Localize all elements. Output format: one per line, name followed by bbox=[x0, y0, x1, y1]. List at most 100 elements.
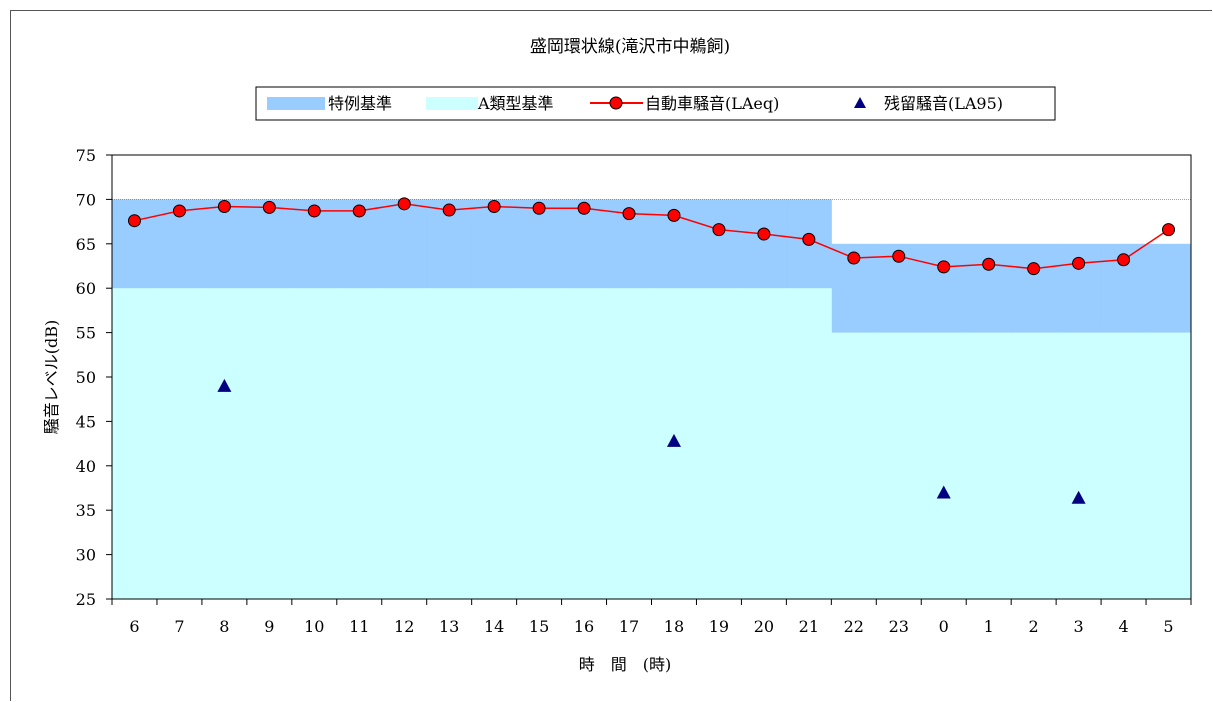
point-laeq bbox=[1162, 223, 1176, 237]
x-tick-label: 3 bbox=[1074, 617, 1084, 636]
legend-swatch-a-standard bbox=[426, 97, 478, 110]
x-tick-label: 23 bbox=[889, 617, 909, 636]
y-tick-label: 70 bbox=[76, 190, 96, 209]
y-tick-label: 25 bbox=[76, 590, 96, 609]
band-a-standard bbox=[786, 288, 832, 599]
point-laeq bbox=[532, 201, 546, 215]
x-tick-label: 14 bbox=[484, 617, 504, 636]
legend-marker-la95 bbox=[854, 97, 866, 108]
y-tick-label: 55 bbox=[76, 324, 96, 343]
chart-title: 盛岡環状線(滝沢市中鵜飼) bbox=[530, 37, 730, 57]
legend: 特例基準 A類型基準 自動車騒音(LAeq) 残留騒音(LA95) bbox=[255, 86, 1056, 121]
y-tick-label: 45 bbox=[76, 412, 96, 431]
point-laeq bbox=[262, 200, 276, 214]
band-a-standard bbox=[561, 288, 608, 599]
band-a-standard bbox=[1056, 332, 1102, 599]
x-tick-label: 20 bbox=[754, 617, 774, 636]
band-a-standard bbox=[201, 288, 248, 599]
point-laeq bbox=[1027, 262, 1041, 276]
point-laeq bbox=[577, 201, 591, 215]
band-a-standard bbox=[471, 288, 518, 599]
band-a-standard bbox=[381, 288, 428, 599]
band-a-standard bbox=[1101, 332, 1147, 599]
x-tick-label: 19 bbox=[709, 617, 729, 636]
band-a-standard bbox=[741, 288, 787, 599]
legend-swatch-special-standard bbox=[267, 97, 325, 110]
point-laeq bbox=[127, 214, 141, 228]
x-tick-label: 11 bbox=[349, 617, 369, 636]
x-tick-label: 16 bbox=[574, 617, 594, 636]
x-axis-label: 時 間 (時) bbox=[579, 655, 672, 674]
point-la95 bbox=[936, 485, 951, 499]
x-tick-label: 4 bbox=[1118, 617, 1128, 636]
x-tick-label: 22 bbox=[844, 617, 864, 636]
band-a-standard bbox=[876, 332, 922, 599]
x-tick-label: 15 bbox=[529, 617, 549, 636]
x-tick-label: 6 bbox=[129, 617, 139, 636]
y-tick-label: 50 bbox=[76, 368, 96, 387]
y-tick-label: 75 bbox=[76, 146, 96, 165]
point-laeq bbox=[172, 204, 186, 218]
y-tick-label: 30 bbox=[76, 546, 96, 565]
y-tick-label: 60 bbox=[76, 279, 96, 298]
legend-label-laeq: 自動車騒音(LAeq) bbox=[645, 94, 779, 113]
point-laeq bbox=[937, 260, 951, 274]
point-laeq bbox=[397, 197, 411, 211]
point-laeq bbox=[757, 227, 771, 241]
chart-frame bbox=[10, 10, 1212, 701]
legend-box bbox=[255, 86, 1056, 121]
x-tick-label: 1 bbox=[984, 617, 994, 636]
point-laeq bbox=[622, 207, 636, 221]
point-laeq bbox=[217, 200, 231, 214]
point-laeq bbox=[1117, 253, 1131, 267]
y-tick-label: 40 bbox=[76, 457, 96, 476]
x-tick-label: 9 bbox=[264, 617, 274, 636]
band-a-standard bbox=[606, 288, 652, 599]
band-a-standard bbox=[966, 332, 1012, 599]
band-a-standard bbox=[516, 288, 563, 599]
point-la95 bbox=[666, 433, 681, 447]
point-laeq bbox=[667, 208, 681, 222]
band-a-standard bbox=[921, 332, 967, 599]
band-a-standard bbox=[426, 288, 473, 599]
point-la95 bbox=[1071, 490, 1086, 504]
legend-marker-laeq bbox=[609, 96, 623, 110]
band-a-standard bbox=[1146, 332, 1192, 599]
x-tick-label: 10 bbox=[304, 617, 324, 636]
band-a-standard bbox=[696, 288, 742, 599]
band-a-standard bbox=[336, 288, 383, 599]
point-laeq bbox=[307, 204, 321, 218]
band-a-standard bbox=[246, 288, 293, 599]
y-tick-label: 35 bbox=[76, 501, 96, 520]
x-tick-label: 7 bbox=[174, 617, 184, 636]
point-laeq bbox=[442, 203, 456, 217]
legend-label-a-standard: A類型基準 bbox=[477, 94, 554, 113]
x-tick-label: 8 bbox=[219, 617, 229, 636]
point-laeq bbox=[487, 200, 501, 214]
band-a-standard bbox=[156, 288, 203, 599]
point-laeq bbox=[847, 251, 861, 265]
point-laeq bbox=[352, 204, 366, 218]
y-tick-label: 65 bbox=[76, 235, 96, 254]
x-tick-label: 5 bbox=[1163, 617, 1173, 636]
point-laeq bbox=[802, 232, 816, 246]
x-tick-label: 21 bbox=[799, 617, 819, 636]
band-a-standard bbox=[1011, 332, 1057, 599]
band-a-standard bbox=[112, 288, 158, 599]
x-tick-label: 12 bbox=[394, 617, 414, 636]
y-axis-label: 騒音レベル(dB) bbox=[42, 320, 61, 435]
band-a-standard bbox=[831, 332, 877, 599]
point-laeq bbox=[712, 223, 726, 237]
point-laeq bbox=[892, 249, 906, 263]
x-tick-label: 18 bbox=[664, 617, 684, 636]
x-tick-label: 0 bbox=[939, 617, 949, 636]
x-tick-label: 2 bbox=[1029, 617, 1039, 636]
legend-label-special-standard: 特例基準 bbox=[328, 94, 392, 113]
legend-label-la95: 残留騒音(LA95) bbox=[884, 94, 1003, 113]
x-tick-label: 13 bbox=[439, 617, 459, 636]
band-a-standard bbox=[291, 288, 338, 599]
series-line-laeq bbox=[134, 203, 1169, 270]
x-tick-label: 17 bbox=[619, 617, 639, 636]
point-la95 bbox=[217, 378, 232, 392]
